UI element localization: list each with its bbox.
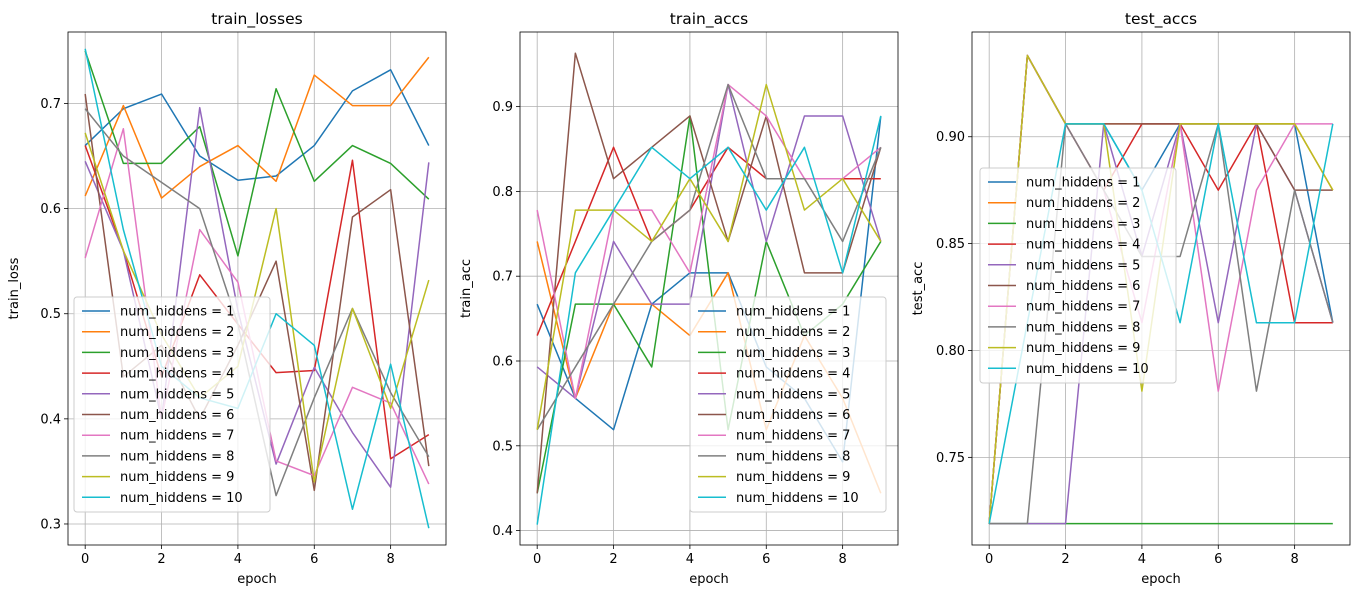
- x-tick-label: 2: [609, 552, 617, 567]
- series-line-10: [536, 115, 882, 525]
- y-axis-label: train_acc: [459, 259, 474, 318]
- x-tick-label: 8: [838, 552, 846, 567]
- legend: num_hiddens = 1 num_hiddens = 2 num_hidden…: [979, 167, 1177, 384]
- legend-label-10: num_hiddens = 10: [1026, 362, 1149, 377]
- y-axis-label: test_acc: [911, 262, 926, 316]
- y-tick-label: 0.4: [492, 524, 513, 539]
- legend-label-7: num_hiddens = 7: [120, 429, 234, 444]
- y-tick-label: 0.7: [40, 97, 61, 112]
- legend-label-5: num_hiddens = 5: [1026, 258, 1140, 273]
- legend-label-1: num_hiddens = 1: [1026, 176, 1140, 191]
- y-axis-label: train_loss: [7, 257, 22, 319]
- chart-title: train_accs: [670, 10, 748, 29]
- legend-label-6: num_hiddens = 6: [1026, 279, 1140, 294]
- legend-label-1: num_hiddens = 1: [120, 305, 234, 320]
- y-tick-label: 0.5: [492, 439, 513, 454]
- x-tick-label: 4: [234, 552, 242, 567]
- chart-title: test_accs: [1125, 10, 1197, 29]
- legend-label-5: num_hiddens = 5: [120, 387, 234, 402]
- x-tick-label: 2: [157, 552, 165, 567]
- x-tick-label: 4: [1138, 552, 1146, 567]
- chart-title: train_losses: [211, 10, 302, 29]
- legend-label-9: num_hiddens = 9: [120, 470, 234, 485]
- x-tick-label: 2: [1061, 552, 1069, 567]
- legend-label-4: num_hiddens = 4: [120, 367, 234, 382]
- y-tick-label: 0.90: [936, 130, 965, 145]
- legend: num_hiddens = 1 num_hiddens = 2 num_hidden…: [689, 296, 887, 513]
- axes-frame: [519, 31, 899, 546]
- x-axis-label: epoch: [689, 572, 729, 587]
- y-tick-label: 0.3: [40, 517, 61, 532]
- legend-label-8: num_hiddens = 8: [1026, 320, 1140, 335]
- x-axis-label: epoch: [1141, 572, 1181, 587]
- legend-label-6: num_hiddens = 6: [120, 408, 234, 423]
- y-tick-label: 0.8: [492, 185, 513, 200]
- legend-label-2: num_hiddens = 2: [120, 325, 234, 340]
- series-line-3: [84, 50, 430, 257]
- axes-frame: [971, 31, 1351, 546]
- legend-label-7: num_hiddens = 7: [1026, 300, 1140, 315]
- legend-label-8: num_hiddens = 8: [736, 449, 850, 464]
- legend-label-3: num_hiddens = 3: [736, 346, 850, 361]
- axes-frame: [67, 31, 447, 546]
- y-tick-label: 0.6: [492, 354, 513, 369]
- y-tick-label: 0.7: [492, 270, 513, 285]
- legend-label-9: num_hiddens = 9: [736, 470, 850, 485]
- legend-box: [73, 296, 271, 513]
- legend-label-1: num_hiddens = 1: [736, 305, 850, 320]
- legend-label-10: num_hiddens = 10: [120, 491, 243, 506]
- series-line-7: [536, 83, 882, 400]
- x-tick-label: 0: [533, 552, 541, 567]
- legend-label-6: num_hiddens = 6: [736, 408, 850, 423]
- x-tick-label: 0: [81, 552, 89, 567]
- y-tick-label: 0.5: [40, 307, 61, 322]
- legend-box: [979, 167, 1177, 384]
- series-line-9: [536, 83, 882, 430]
- x-tick-label: 4: [686, 552, 694, 567]
- x-axis-label: epoch: [237, 572, 277, 587]
- legend-label-3: num_hiddens = 3: [1026, 217, 1140, 232]
- legend-label-2: num_hiddens = 2: [1026, 196, 1140, 211]
- x-tick-label: 6: [310, 552, 318, 567]
- y-tick-label: 0.6: [40, 202, 61, 217]
- legend-label-7: num_hiddens = 7: [736, 429, 850, 444]
- series-line-2: [84, 56, 430, 199]
- y-tick-label: 0.9: [492, 100, 513, 115]
- series-line-5: [536, 83, 882, 400]
- x-tick-label: 6: [1214, 552, 1222, 567]
- legend-label-3: num_hiddens = 3: [120, 346, 234, 361]
- x-tick-label: 8: [1290, 552, 1298, 567]
- legend-box: [689, 296, 887, 513]
- y-tick-label: 0.4: [40, 412, 61, 427]
- series-line-1: [84, 69, 430, 181]
- legend-label-9: num_hiddens = 9: [1026, 341, 1140, 356]
- legend-label-4: num_hiddens = 4: [1026, 238, 1140, 253]
- x-tick-label: 8: [386, 552, 394, 567]
- legend-label-4: num_hiddens = 4: [736, 367, 850, 382]
- legend-label-10: num_hiddens = 10: [736, 491, 859, 506]
- legend-label-5: num_hiddens = 5: [736, 387, 850, 402]
- y-tick-label: 0.75: [936, 451, 965, 466]
- y-tick-label: 0.85: [936, 237, 965, 252]
- legend: num_hiddens = 1 num_hiddens = 2 num_hidden…: [73, 296, 271, 513]
- legend-label-2: num_hiddens = 2: [736, 325, 850, 340]
- series-line-9: [84, 132, 430, 483]
- x-tick-label: 6: [762, 552, 770, 567]
- y-tick-label: 0.80: [936, 344, 965, 359]
- x-tick-label: 0: [985, 552, 993, 567]
- legend-label-8: num_hiddens = 8: [120, 449, 234, 464]
